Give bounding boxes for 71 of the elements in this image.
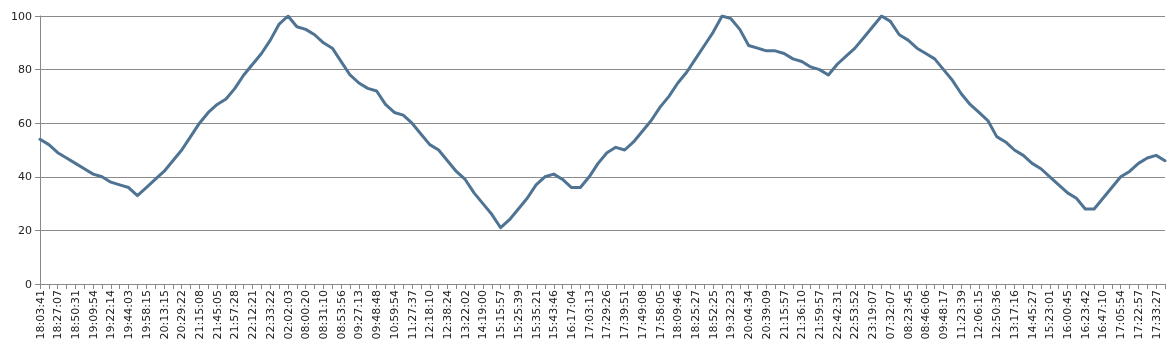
x-tick-label: 17:58:05 — [653, 290, 667, 340]
x-tick-label: 18:27:07 — [51, 290, 65, 340]
x-tick-label: 08:53:56 — [334, 290, 348, 340]
x-tick-label: 22:33:22 — [263, 290, 277, 340]
x-tick-label: 20:29:22 — [175, 290, 189, 340]
x-tick-label: 12:06:15 — [972, 290, 986, 340]
x-tick-label: 12:38:24 — [440, 290, 454, 340]
x-tick-label: 22:12:21 — [246, 290, 260, 340]
x-tick-label: 22:42:31 — [830, 290, 844, 340]
x-tick-label: 18:03:41 — [33, 290, 47, 340]
x-tick-label: 18:52:25 — [706, 290, 720, 340]
x-tick-label: 18:09:46 — [671, 290, 685, 340]
x-tick-label: 09:48:17 — [937, 290, 951, 340]
x-tick-label: 21:57:28 — [228, 290, 242, 340]
x-tick-label: 09:48:48 — [370, 290, 384, 340]
x-tick-label: 11:27:37 — [405, 290, 419, 340]
x-tick-label: 02:02:03 — [281, 290, 295, 340]
x-tick-label: 18:25:27 — [689, 290, 703, 340]
x-tick-label: 15:23:01 — [1043, 290, 1057, 340]
x-tick-label: 23:19:07 — [866, 290, 880, 340]
x-tick-label: 08:00:20 — [299, 290, 313, 340]
x-tick-label: 19:58:15 — [139, 290, 153, 340]
x-tick-label: 08:46:06 — [919, 290, 933, 340]
x-tick-label: 18:50:31 — [68, 290, 82, 340]
x-tick-label: 19:32:23 — [724, 290, 738, 340]
x-tick-label: 13:17:16 — [1007, 290, 1021, 340]
x-tick-label: 20:13:15 — [157, 290, 171, 340]
x-tick-label: 17:05:54 — [1114, 290, 1128, 340]
x-tick-label: 14:45:27 — [1025, 290, 1039, 340]
x-tick-label: 21:15:57 — [777, 290, 791, 340]
x-tick-label: 17:49:08 — [635, 290, 649, 340]
x-tick-label: 17:39:51 — [618, 290, 632, 340]
x-tick-label: 16:47:10 — [1096, 290, 1110, 340]
x-tick-label: 07:32:07 — [883, 290, 897, 340]
x-tick-label: 12:50:36 — [990, 290, 1004, 340]
x-tick-label: 17:29:26 — [600, 290, 614, 340]
x-tick-label: 17:22:57 — [1131, 290, 1145, 340]
x-tick-label: 08:31:10 — [316, 290, 330, 340]
x-tick-label: 19:44:03 — [122, 290, 136, 340]
x-tick-label: 19:22:14 — [104, 290, 118, 340]
x-tick-label: 17:03:13 — [582, 290, 596, 340]
x-tick-label: 22:53:52 — [848, 290, 862, 340]
line-series — [38, 14, 1167, 230]
x-tick-label: 21:15:08 — [192, 290, 206, 340]
x-tick-label: 11:23:39 — [954, 290, 968, 340]
x-tick-label: 19:09:54 — [86, 290, 100, 340]
x-tick-label: 20:04:34 — [742, 290, 756, 340]
x-tick-label: 15:35:21 — [529, 290, 543, 340]
x-tick-label: 16:00:45 — [1061, 290, 1075, 340]
x-tick-label: 14:19:00 — [476, 290, 490, 340]
y-tick-label: 0 — [25, 277, 32, 291]
x-tick-label: 17:33:27 — [1149, 290, 1163, 340]
y-tick-label: 80 — [18, 63, 32, 77]
x-tick-label: 15:15:57 — [494, 290, 508, 340]
x-tick-label: 16:17:04 — [565, 290, 578, 340]
x-tick-label: 09:27:13 — [352, 290, 366, 340]
x-tick-label: 21:36:10 — [795, 290, 809, 340]
y-tick-label: 100 — [11, 9, 32, 23]
x-tick-label: 12:18:10 — [423, 290, 437, 340]
x-tick-label: 15:25:39 — [511, 290, 525, 340]
y-tick-label: 60 — [18, 116, 32, 130]
y-tick-label: 20 — [18, 223, 32, 237]
x-tick-label: 21:59:57 — [813, 290, 827, 340]
y-tick-label: 40 — [18, 170, 32, 184]
x-tick-label: 08:23:45 — [901, 290, 915, 340]
x-tick-label: 15:43:46 — [547, 290, 561, 340]
x-tick-label: 20:39:09 — [759, 290, 773, 340]
x-tick-label: 10:59:54 — [387, 290, 401, 340]
x-tick-label: 13:22:02 — [458, 290, 472, 340]
x-tick-label: 21:45:05 — [210, 290, 224, 340]
x-tick-label: 16:23:42 — [1078, 290, 1092, 340]
